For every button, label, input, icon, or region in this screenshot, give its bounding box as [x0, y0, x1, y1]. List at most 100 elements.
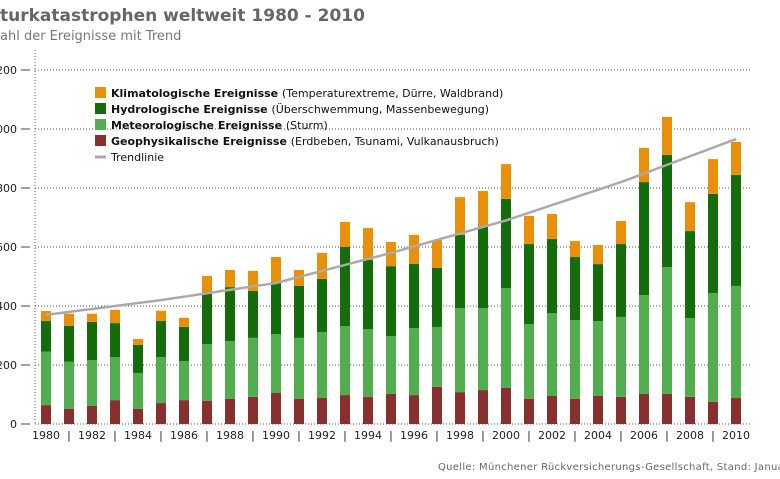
legend-swatch	[95, 135, 106, 146]
bar-segment	[524, 398, 534, 424]
y-tick-label: 200	[0, 359, 17, 372]
bar-segment	[616, 396, 626, 424]
bar-segment	[64, 313, 74, 326]
bar-segment	[386, 266, 396, 337]
trend-line	[45, 137, 737, 317]
y-tick-label: 1200	[0, 64, 17, 77]
bar-segment	[271, 282, 281, 335]
bar-segment	[225, 287, 235, 342]
legend-swatch	[95, 103, 106, 114]
bar-segment	[524, 216, 534, 245]
bar-segment	[133, 344, 143, 373]
bar-segment	[202, 400, 212, 424]
x-tick-label: 1990	[262, 429, 290, 442]
bar-segment	[110, 309, 120, 324]
bar-segment	[708, 293, 718, 402]
x-tick-separator: |	[389, 429, 393, 442]
bar-segment	[340, 395, 350, 424]
bar-segment	[248, 290, 258, 338]
bar-segment	[432, 386, 442, 424]
legend-label: Klimatologische Ereignisse (Temperaturex…	[111, 87, 503, 100]
x-tick-separator: |	[527, 429, 531, 442]
bar-segment	[547, 313, 557, 396]
bar-segment	[41, 351, 51, 406]
bar-segment	[294, 337, 304, 399]
bar-segment	[501, 198, 511, 289]
bar-segment	[64, 408, 74, 424]
bar-segment	[317, 331, 327, 399]
x-tick-separator: |	[481, 429, 485, 442]
bar-segment	[547, 239, 557, 314]
x-tick-label: 2008	[676, 429, 704, 442]
bar-segment	[731, 175, 741, 286]
bar-segment	[110, 357, 120, 401]
bar-segment	[570, 320, 580, 399]
bar-segment	[248, 337, 258, 397]
bar-segment	[363, 396, 373, 424]
bar-segment	[616, 316, 626, 397]
bar-segment	[478, 390, 488, 424]
x-tick-separator: |	[573, 429, 577, 442]
bar-segment	[662, 393, 672, 424]
bar-segment	[639, 295, 649, 394]
x-tick-label: 2000	[492, 429, 520, 442]
bar-segment	[156, 321, 166, 358]
bar-segment	[455, 197, 465, 235]
x-tick-label: 1996	[400, 429, 428, 442]
bar-segment	[478, 226, 488, 309]
bar-segment	[570, 241, 580, 258]
x-tick-separator: |	[665, 429, 669, 442]
x-tick-label: 1986	[170, 429, 198, 442]
bar-segment	[524, 323, 534, 399]
legend-label: Trendlinie	[110, 151, 164, 164]
bar-segment	[363, 259, 373, 330]
bar-segment	[547, 213, 557, 240]
bar-segment	[133, 408, 143, 424]
y-tick-label: 1000	[0, 123, 17, 136]
bar-segment	[547, 395, 557, 424]
x-tick-separator: |	[113, 429, 117, 442]
bar-segment	[685, 231, 695, 319]
y-tick-label: 800	[0, 182, 17, 195]
y-tick-label: 600	[0, 241, 17, 254]
legend-label: Geophysikalische Ereignisse (Erdbeben, T…	[111, 135, 499, 148]
legend-swatch	[95, 119, 106, 130]
chart-subtitle: ahl der Ereignisse mit Trend	[0, 29, 182, 44]
bar-segment	[386, 393, 396, 424]
bar-segment	[685, 202, 695, 232]
bar-segment	[501, 288, 511, 389]
x-tick-label: 1988	[216, 429, 244, 442]
x-tick-label: 2004	[584, 429, 612, 442]
bar-segment	[570, 257, 580, 321]
bar-segment	[708, 159, 718, 194]
bar-segment	[87, 313, 97, 322]
bar-segment	[409, 328, 419, 396]
bar-segment	[133, 339, 143, 345]
bar-segment	[64, 361, 74, 409]
bar-segment	[225, 270, 235, 288]
bar-segment	[731, 398, 741, 424]
bar-segment	[455, 392, 465, 424]
bar-segment	[294, 285, 304, 338]
bar-segment	[271, 393, 281, 424]
bar-segment	[524, 244, 534, 324]
bar-segment	[202, 275, 212, 294]
bar-segment	[340, 247, 350, 327]
bar-segment	[248, 270, 258, 291]
x-tick-label: 2002	[538, 429, 566, 442]
x-tick-label: 1994	[354, 429, 382, 442]
bar-segment	[685, 318, 695, 397]
bar-segment	[708, 401, 718, 424]
bar-segment	[478, 308, 488, 391]
bar-segment	[432, 326, 442, 387]
bar-segment	[593, 395, 603, 424]
legend-label: Meteorologische Ereignisse (Sturm)	[111, 119, 328, 132]
bar-segment	[202, 293, 212, 345]
x-tick-label: 2010	[722, 429, 750, 442]
bar-segment	[386, 336, 396, 394]
bar-segment	[432, 239, 442, 268]
x-tick-separator: |	[619, 429, 623, 442]
legend-label: Hydrologische Ereignisse (Überschwemmung…	[111, 103, 489, 116]
x-tick-separator: |	[67, 429, 71, 442]
x-tick-separator: |	[711, 429, 715, 442]
